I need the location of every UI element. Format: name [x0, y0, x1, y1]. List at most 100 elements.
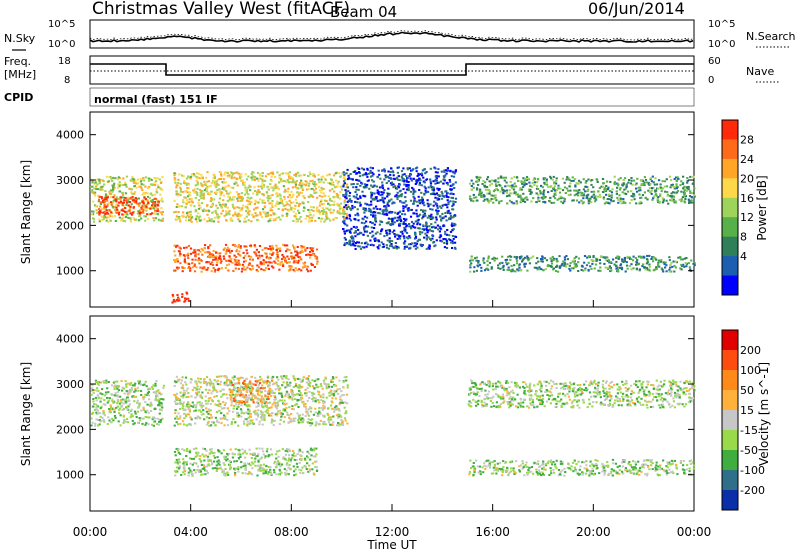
- power-cell: [106, 200, 109, 202]
- velocity-cell: [125, 383, 128, 386]
- power-cell: [126, 196, 129, 199]
- power-cell: [452, 203, 455, 206]
- power-cell: [305, 182, 309, 185]
- power-cell: [183, 300, 186, 303]
- power-cell: [101, 208, 104, 210]
- power-cell: [602, 198, 605, 201]
- power-cell: [587, 197, 590, 200]
- power-cell: [303, 174, 306, 176]
- power-cell: [179, 252, 182, 255]
- power-cell: [279, 247, 282, 250]
- power-cell: [199, 195, 202, 198]
- power-cell: [585, 264, 589, 267]
- power-cell: [498, 183, 501, 186]
- power-cell: [508, 255, 511, 258]
- power-cell: [550, 190, 553, 192]
- power-cell: [348, 199, 351, 202]
- power-cell: [248, 210, 251, 213]
- power-cell: [622, 261, 625, 263]
- power-cell: [383, 170, 386, 173]
- power-cell: [232, 214, 235, 217]
- power-cell: [132, 206, 135, 209]
- power-cell: [262, 199, 265, 202]
- power-cell: [511, 187, 514, 190]
- power-cell: [271, 200, 274, 202]
- velocity-cell: [138, 404, 141, 407]
- power-cell: [547, 265, 550, 268]
- power-cell: [396, 196, 399, 199]
- velocity-cell: [237, 457, 240, 459]
- velocity-cell: [142, 384, 145, 387]
- velocity-cell: [289, 460, 292, 463]
- velocity-cell: [178, 465, 182, 468]
- velocity-cell: [94, 379, 97, 382]
- power-cell: [342, 215, 345, 218]
- velocity-cell: [212, 421, 215, 424]
- power-cell: [379, 177, 382, 180]
- power-cell: [552, 195, 555, 198]
- power-cell: [290, 181, 293, 184]
- power-cell: [353, 218, 357, 221]
- power-cell: [291, 207, 294, 209]
- power-cell: [266, 211, 269, 214]
- power-cell: [295, 180, 298, 182]
- power-cell: [603, 202, 606, 205]
- velocity-cell: [214, 467, 217, 470]
- velocity-cell: [298, 461, 301, 464]
- velocity-cell: [255, 455, 258, 458]
- power-cell: [253, 186, 256, 189]
- power-cell: [342, 209, 345, 212]
- power-cell: [583, 255, 587, 257]
- power-cell: [492, 197, 495, 200]
- power-cell: [316, 196, 319, 199]
- power-cell: [594, 194, 597, 197]
- power-cell: [427, 229, 430, 232]
- velocity-cell: [188, 457, 192, 460]
- power-cell: [205, 209, 208, 212]
- power-cell: [396, 237, 399, 240]
- power-cell: [424, 172, 427, 175]
- velocity-cell: [217, 459, 220, 462]
- power-cell: [199, 206, 202, 209]
- power-cell: [156, 177, 159, 180]
- power-cell: [261, 201, 264, 204]
- power-cell: [299, 216, 302, 218]
- power-cell: [623, 256, 626, 259]
- power-cell: [270, 265, 274, 268]
- velocity-cell: [115, 406, 118, 409]
- power-cell: [424, 232, 427, 235]
- power-cell: [390, 243, 393, 245]
- velocity-cell: [286, 462, 289, 465]
- power-cell: [238, 206, 241, 209]
- power-cell: [555, 259, 558, 262]
- power-cell: [432, 216, 435, 219]
- power-cell: [376, 189, 379, 192]
- power-cell: [497, 264, 500, 267]
- power-cell: [247, 219, 250, 222]
- power-cell: [523, 265, 526, 268]
- power-cell: [543, 257, 547, 260]
- power-cell: [449, 188, 452, 191]
- power-cell: [550, 265, 553, 268]
- power-cell: [528, 257, 531, 260]
- power-cell: [655, 194, 658, 197]
- power-cell: [539, 258, 543, 260]
- power-cell: [216, 216, 219, 219]
- power-cell: [272, 213, 276, 216]
- power-cell: [311, 264, 314, 266]
- velocity-cell: [250, 461, 253, 464]
- power-cell: [402, 178, 405, 181]
- power-cell: [296, 220, 299, 223]
- power-cell: [377, 199, 380, 202]
- power-cell: [173, 199, 176, 202]
- power-cell: [253, 179, 256, 181]
- velocity-cell: [207, 400, 210, 402]
- power-cell: [386, 209, 389, 212]
- power-cell: [505, 181, 508, 184]
- power-cell: [584, 267, 587, 270]
- power-cell: [682, 263, 685, 266]
- power-cell: [424, 187, 427, 190]
- power-cell: [346, 229, 349, 232]
- power-cell: [112, 196, 115, 199]
- station-title: Christmas Valley West (fitACF): [92, 0, 350, 19]
